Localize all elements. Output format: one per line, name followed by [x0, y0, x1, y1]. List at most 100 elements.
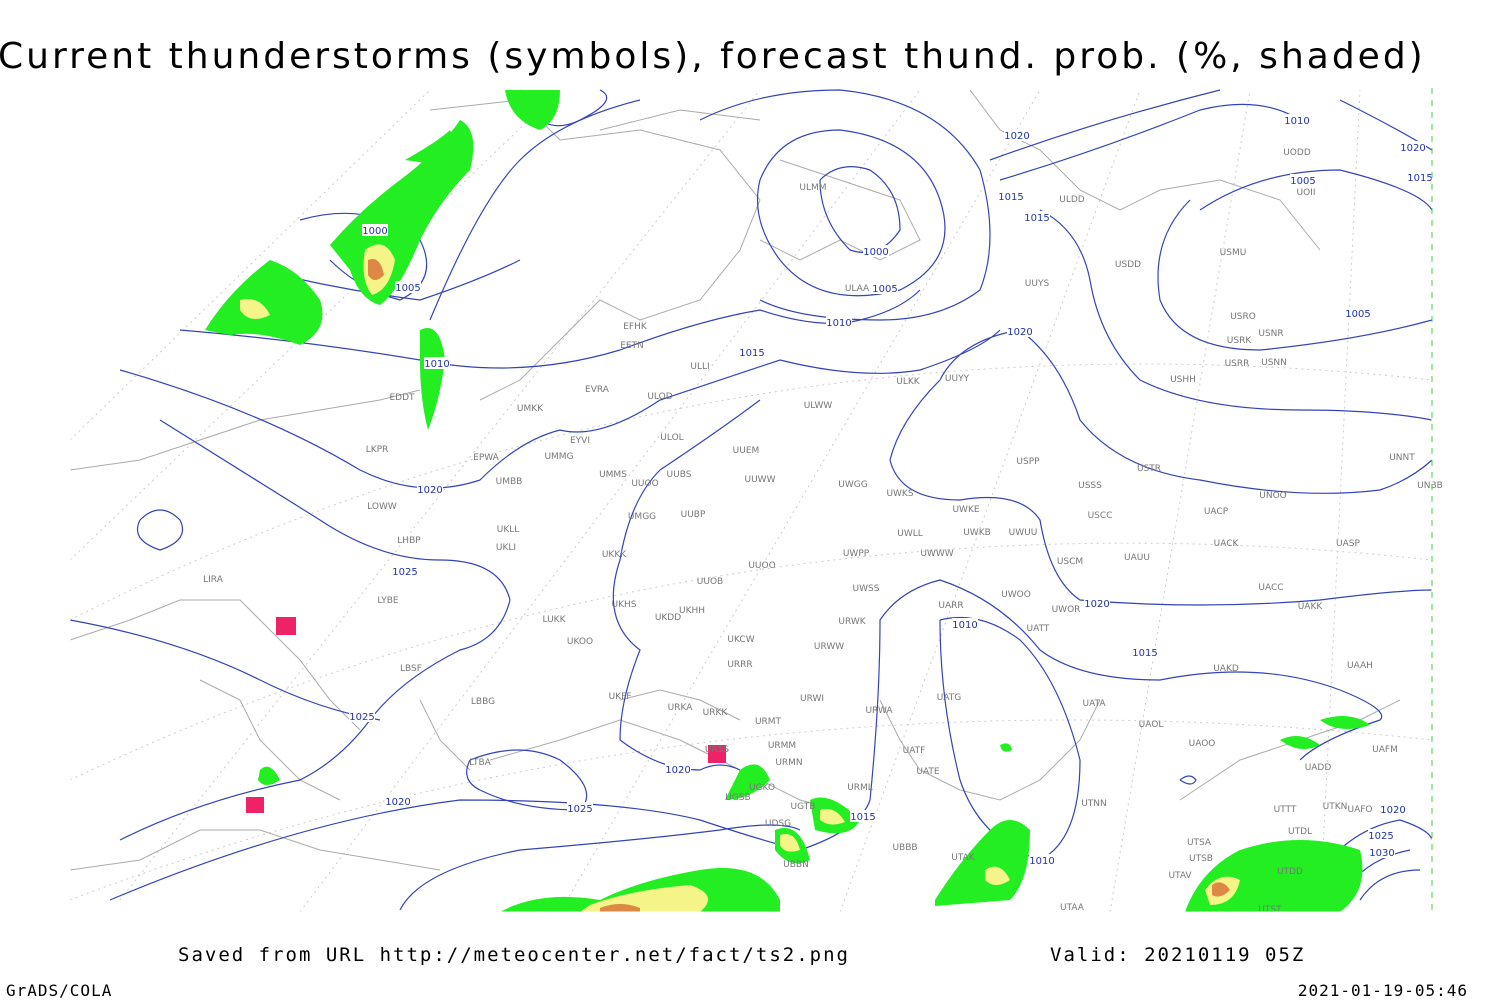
station-label: UGKO	[749, 783, 775, 793]
station-label: USNR	[1258, 329, 1283, 339]
station-label: UTAK	[951, 853, 976, 863]
isobar-label-bg	[1004, 129, 1030, 141]
station-label: UWKB	[963, 528, 991, 538]
isobar-label-bg	[952, 618, 978, 630]
station-label: UAOL	[1139, 720, 1164, 730]
isobar-label: 1020	[1007, 327, 1032, 338]
station-label: UUBP	[681, 510, 706, 520]
station-label: UKKK	[602, 550, 627, 560]
isobar-label: 1015	[850, 812, 875, 823]
station-label: UUWW	[745, 475, 776, 485]
station-label: UUEM	[733, 446, 760, 456]
isobar-label-bg	[1380, 803, 1406, 815]
station-label: ULKK	[896, 377, 921, 387]
isobar-label-bg	[872, 282, 898, 294]
station-label: LUKK	[543, 615, 567, 625]
isobar-label-bg	[362, 224, 388, 236]
station-label: USHH	[1170, 375, 1196, 385]
station-label: ULAA	[845, 284, 870, 294]
station-label: UMBB	[496, 477, 523, 487]
isobar-label: 1020	[385, 797, 410, 808]
station-label: UKHS	[612, 600, 637, 610]
station-label: URRR	[727, 660, 752, 670]
isobar-labels: 1000 1005 1010 1020 1025 1025 1020 1025 1020 1015…	[349, 114, 1433, 867]
isobar-label: 1010	[1284, 116, 1309, 127]
station-label: UUOO	[748, 561, 775, 571]
station-label: UATA	[1082, 699, 1106, 709]
valid-time: Valid: 20210119 05Z	[1050, 944, 1305, 966]
station-label: EYVI	[570, 436, 590, 446]
station-label: UWKS	[886, 489, 913, 499]
isobar-label-bg	[826, 316, 852, 328]
isobar-label: 1010	[1029, 856, 1054, 867]
isobar-label-bg	[998, 190, 1024, 202]
station-label: UTAV	[1168, 871, 1192, 881]
isobar-label: 1015	[1024, 213, 1049, 224]
isobar-label: 1005	[1290, 176, 1315, 187]
isobar-label-bg	[1290, 174, 1316, 186]
station-label: UKLI	[496, 543, 516, 553]
isobar-label: 1005	[1345, 309, 1370, 320]
station-label: UWWW	[920, 549, 953, 559]
isobar-label-bg	[417, 483, 443, 495]
station-labels: ULMM ULDD UODD UOII USMU USDD UUYS ULAA USRO USRK…	[203, 148, 1443, 915]
isobar-label: 1020	[1084, 599, 1109, 610]
isobars	[69, 89, 1433, 911]
station-label: UTTT	[1274, 805, 1297, 815]
station-label: UBBN	[783, 860, 809, 870]
station-label: UUBS	[667, 470, 692, 480]
station-label: UOII	[1297, 188, 1316, 198]
station-label: UAUU	[1124, 553, 1150, 563]
isobar-label: 1020	[417, 485, 442, 496]
station-label: LKPR	[366, 445, 389, 455]
station-label: ULOD	[647, 392, 672, 402]
station-label: USDD	[1115, 260, 1141, 270]
isobar-label: 1000	[863, 247, 888, 258]
isobar-label: 1020	[665, 765, 690, 776]
station-label: USCM	[1057, 557, 1083, 567]
station-label: LBBG	[471, 697, 495, 707]
station-label: UAAH	[1347, 661, 1373, 671]
isobar-label-bg	[395, 281, 421, 293]
isobar-label-bg	[1284, 114, 1310, 126]
station-label: UKDD	[655, 613, 681, 623]
station-label: UKFF	[609, 692, 632, 702]
station-label: URML	[847, 783, 873, 793]
station-label: ULWW	[804, 401, 833, 411]
station-label: UGSB	[725, 793, 750, 803]
isobar-label: 1010	[424, 359, 449, 370]
station-label: UASP	[1336, 539, 1360, 549]
thunderstorm-symbols	[246, 617, 726, 813]
isobar-label-bg	[1368, 829, 1394, 841]
station-label: USCC	[1088, 511, 1113, 521]
station-label: EETN	[620, 341, 644, 351]
station-label: UKCW	[727, 635, 754, 645]
isobar-label: 1025	[1368, 831, 1393, 842]
station-label: URWW	[814, 642, 844, 652]
isobar-label: 1020	[1380, 805, 1405, 816]
isobar-label-bg	[1024, 211, 1050, 223]
station-label: UAFO	[1347, 805, 1372, 815]
station-label: UWKE	[952, 505, 979, 515]
station-label: UACK	[1214, 539, 1240, 549]
station-label: UBBB	[892, 843, 917, 853]
station-label: USRK	[1227, 336, 1253, 346]
station-label: LTBA	[469, 758, 491, 768]
station-label: UTSB	[1189, 854, 1213, 864]
station-label: UATG	[937, 693, 962, 703]
station-label: UADD	[1305, 763, 1332, 773]
station-label: UWSS	[853, 584, 880, 594]
station-label: URMT	[755, 717, 782, 727]
isobar-label: 1015	[739, 348, 764, 359]
isobar-label-bg	[424, 357, 450, 369]
isobar-label: 1015	[1132, 648, 1157, 659]
isobar-label: 1010	[952, 620, 977, 631]
isobar-label-bg	[1029, 854, 1055, 866]
station-label: UKOO	[567, 637, 593, 647]
station-label: UATT	[1027, 624, 1050, 634]
station-label: UTAA	[1060, 903, 1085, 913]
station-label: UWPP	[843, 549, 870, 559]
isobar-label-bg	[385, 795, 411, 807]
station-label: URKK	[703, 708, 729, 718]
station-label: UNOO	[1259, 491, 1287, 501]
